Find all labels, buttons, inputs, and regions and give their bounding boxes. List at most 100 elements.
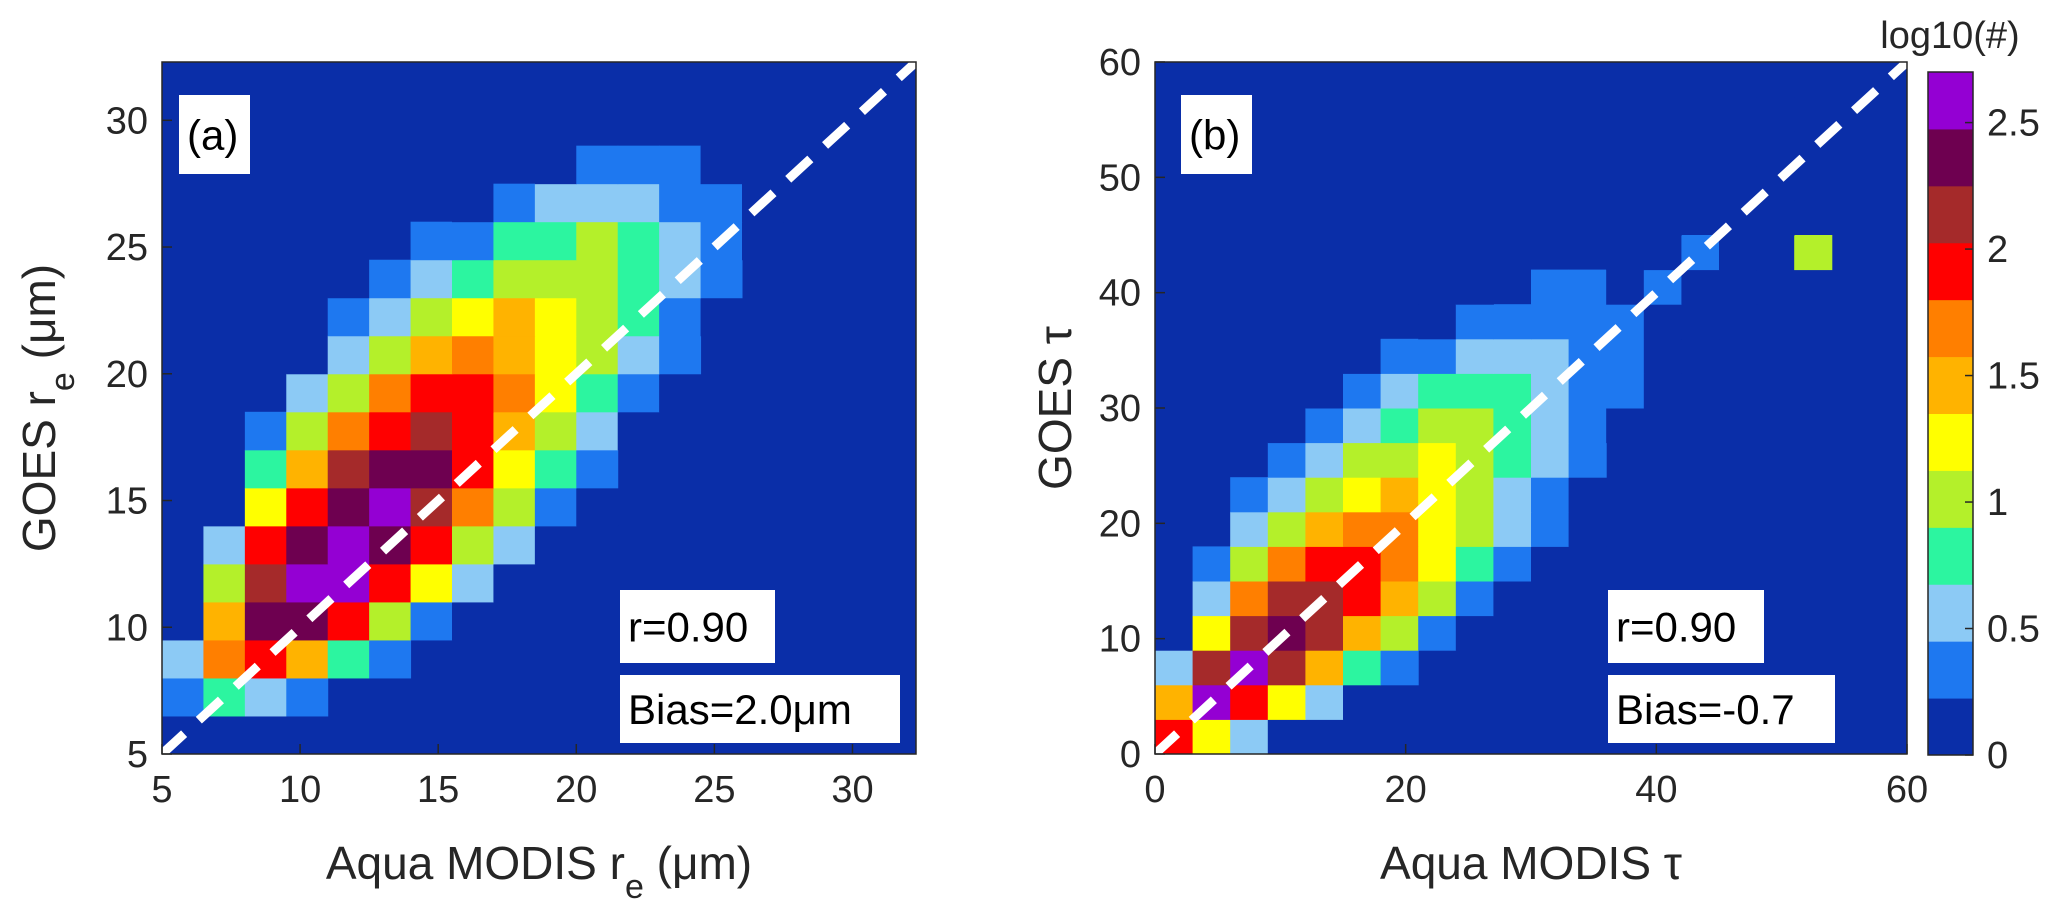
hist-cell	[1455, 581, 1494, 617]
stat-label-box	[620, 675, 900, 743]
hist-cell	[1455, 615, 1494, 651]
hist-cell	[493, 449, 536, 489]
hist-cell	[1230, 615, 1269, 651]
hist-cell	[534, 449, 577, 489]
panel-tag-box	[179, 95, 250, 174]
hist-cell	[1568, 442, 1607, 478]
hist-cell	[162, 677, 204, 717]
hist-cell	[617, 335, 660, 375]
colorbar-tick-label: 2	[1987, 229, 2008, 271]
hist-cell	[1568, 304, 1607, 340]
hist-cell	[1531, 408, 1570, 444]
hist-cell	[1493, 338, 1532, 374]
hist-cell	[576, 487, 619, 527]
hist-cell	[1192, 581, 1231, 617]
label-part: (μm)	[13, 264, 65, 372]
x-tick-label: 30	[831, 769, 873, 811]
hist-cell	[1643, 200, 1682, 236]
hist-cell	[617, 259, 660, 299]
y-tick-label: 25	[106, 227, 148, 269]
hist-cell	[1343, 511, 1382, 547]
hist-cell	[1418, 581, 1457, 617]
hist-cell	[327, 373, 370, 413]
x-tick-label: 25	[693, 769, 735, 811]
colorbar-tick-label: 0	[1987, 735, 2008, 777]
hist-cell	[1606, 546, 1645, 582]
hist-cell	[1455, 304, 1494, 340]
hist-cell	[1418, 546, 1457, 582]
hist-cell	[1455, 338, 1494, 374]
hist-cell	[617, 221, 660, 261]
hist-cell	[576, 145, 619, 185]
hist-cell	[1568, 269, 1607, 305]
x-tick-label: 5	[151, 769, 172, 811]
colorbar-segment	[1928, 185, 1973, 244]
hist-cell	[534, 183, 577, 223]
colorbar-tick-label: 1.5	[1987, 356, 2040, 398]
colorbar-segment	[1928, 128, 1973, 187]
hist-cell	[369, 259, 412, 299]
hist-cell	[1380, 442, 1419, 478]
label-part: Aqua MODIS r	[326, 837, 625, 889]
hist-cell	[1305, 546, 1344, 582]
hist-cell	[286, 373, 329, 413]
y-tick-label: 50	[1099, 157, 1141, 199]
hist-cell	[452, 221, 494, 261]
hist-cell	[1192, 650, 1231, 686]
hist-cell	[1230, 546, 1269, 582]
hist-cell	[1681, 131, 1720, 167]
axis-label: GOES re (μm)	[13, 264, 82, 552]
hist-cell	[1455, 373, 1494, 409]
hist-cell	[244, 601, 287, 641]
hist-cell	[1192, 546, 1231, 582]
hist-cell	[452, 335, 494, 375]
stat-label: r=0.90	[628, 604, 748, 651]
y-tick-label: 10	[1099, 619, 1141, 661]
hist-cell	[1681, 269, 1720, 305]
hist-cell	[493, 297, 536, 337]
hist-cell	[244, 411, 287, 451]
hist-cell	[1267, 581, 1306, 617]
hist-cell	[1418, 615, 1457, 651]
colorbar-segment	[1928, 584, 1973, 642]
hist-cell	[1719, 235, 1758, 271]
hist-cell	[1681, 304, 1720, 340]
hist-cell	[493, 373, 536, 413]
hist-cell	[452, 259, 494, 299]
hist-cell	[410, 411, 453, 451]
hist-cell	[1230, 511, 1269, 547]
hist-cell	[1343, 650, 1382, 686]
hist-cell	[1380, 615, 1419, 651]
hist-cell	[327, 449, 370, 489]
stat-label-box	[1608, 590, 1764, 663]
y-tick-label: 30	[106, 100, 148, 142]
hist-cell	[493, 563, 536, 603]
hist-cell	[410, 335, 453, 375]
hist-cell	[1343, 338, 1382, 374]
hist-cell	[1606, 373, 1645, 409]
hist-cell	[1531, 442, 1570, 478]
hist-cell	[1230, 581, 1269, 617]
hist-cell	[203, 639, 246, 679]
x-tick-label: 10	[279, 769, 321, 811]
hist-cell	[1756, 131, 1795, 167]
hist-cell	[700, 183, 743, 223]
stat-label: Bias=-0.7	[1616, 686, 1795, 733]
hist-cell	[1531, 511, 1570, 547]
hist-cell	[410, 221, 453, 261]
label-subscript: e	[625, 868, 644, 906]
hist-cell	[203, 487, 246, 527]
hist-cell	[327, 601, 370, 641]
hist-cell	[203, 601, 246, 641]
hist-cell	[534, 487, 577, 527]
hist-cell	[1305, 684, 1344, 720]
hist-cell	[1380, 338, 1419, 374]
hist-cell	[1643, 304, 1682, 340]
colorbar-frame	[1927, 71, 1974, 756]
panel-tag-box	[1181, 95, 1252, 174]
hist-cell	[327, 297, 370, 337]
hist-cell	[1267, 684, 1306, 720]
hist-cell	[1531, 477, 1570, 513]
hist-cell	[659, 297, 702, 337]
hist-cell	[1230, 719, 1269, 755]
